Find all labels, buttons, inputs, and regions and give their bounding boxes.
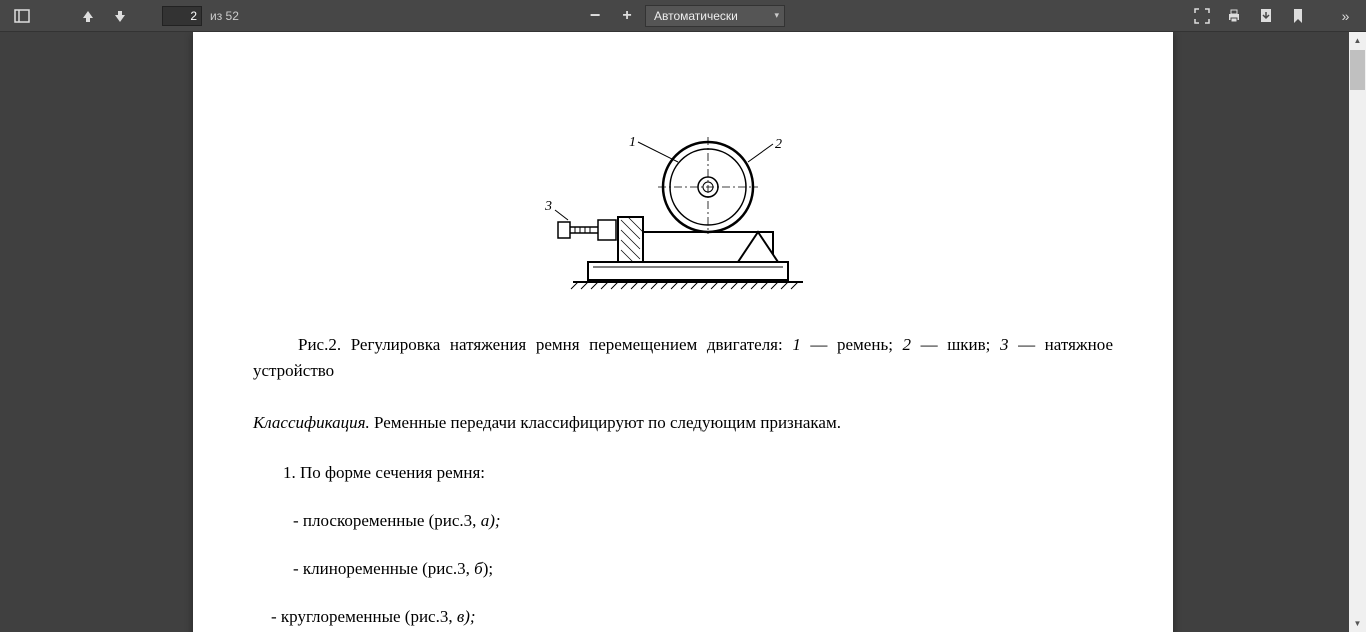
plus-icon: +: [622, 7, 631, 25]
arrow-up-icon: [81, 9, 95, 23]
sub-item-2: - клиноременные (рис.3, б);: [293, 559, 1113, 579]
caption-text-2: — шкив;: [911, 335, 1000, 354]
zoom-select-wrapper: Автоматически ▾: [645, 5, 785, 27]
list-item-1: 1. По форме сечения ремня:: [283, 463, 1113, 483]
sub2-text: - клиноременные (рис.3,: [293, 559, 474, 578]
sub3-letter: в);: [457, 607, 476, 626]
caption-num-2: 2: [903, 335, 912, 354]
toolbar-right: »: [1188, 2, 1358, 30]
sub2-letter: б: [474, 559, 483, 578]
page-total-label: из 52: [210, 9, 239, 23]
fullscreen-icon: [1194, 8, 1210, 24]
sidebar-toggle-button[interactable]: [8, 2, 36, 30]
sub1-text: - плоскоременные (рис.3,: [293, 511, 481, 530]
sub1-letter: а);: [481, 511, 501, 530]
sidebar-icon: [14, 8, 30, 24]
print-button[interactable]: [1220, 2, 1248, 30]
toolbar-left: из 52: [8, 2, 239, 30]
scroll-up-button[interactable]: ▲: [1349, 32, 1366, 49]
classification-label: Классификация.: [253, 413, 370, 432]
print-icon: [1226, 8, 1242, 24]
zoom-select[interactable]: Автоматически: [645, 5, 785, 27]
scroll-down-button[interactable]: ▼: [1349, 615, 1366, 632]
sub-item-3: - круглоременные (рис.3, в);: [271, 607, 1113, 627]
more-tools-button[interactable]: »: [1330, 2, 1358, 30]
chevron-right-icon: »: [1342, 8, 1347, 24]
arrow-down-icon: [113, 9, 127, 23]
figure-label-2: 2: [775, 137, 782, 152]
zoom-out-button[interactable]: −: [581, 2, 609, 30]
pdf-viewer[interactable]: 1 2 3 Рис.2. Регулировка натяжения ремня…: [0, 32, 1366, 632]
vertical-scrollbar[interactable]: ▲ ▼: [1349, 32, 1366, 632]
figure-label-1: 1: [629, 135, 636, 150]
toolbar-center: − + Автоматически ▾: [581, 2, 785, 30]
pdf-page: 1 2 3 Рис.2. Регулировка натяжения ремня…: [193, 32, 1173, 632]
page-number-input[interactable]: [162, 6, 202, 26]
fullscreen-button[interactable]: [1188, 2, 1216, 30]
minus-icon: −: [590, 5, 601, 26]
bookmark-button[interactable]: [1284, 2, 1312, 30]
bookmark-icon: [1291, 8, 1305, 24]
caption-text-1: — ремень;: [801, 335, 903, 354]
technical-figure: 1 2 3: [543, 132, 823, 302]
figure-label-3: 3: [544, 199, 552, 214]
download-button[interactable]: [1252, 2, 1280, 30]
page-up-button[interactable]: [74, 2, 102, 30]
figure-caption: Рис.2. Регулировка натяжения ремня перем…: [253, 332, 1113, 383]
caption-prefix: Рис.2. Регулировка натяжения ремня перем…: [298, 335, 792, 354]
download-icon: [1258, 8, 1274, 24]
classification-text: Ременные передачи классифицируют по след…: [370, 413, 841, 432]
classification-line: Классификация. Ременные передачи классиф…: [253, 413, 1113, 433]
sub2-end: );: [483, 559, 493, 578]
sub-item-1: - плоскоременные (рис.3, а);: [293, 511, 1113, 531]
pdf-toolbar: из 52 − + Автоматически ▾ »: [0, 0, 1366, 32]
sub3-text: - круглоременные (рис.3,: [271, 607, 457, 626]
scrollbar-thumb[interactable]: [1350, 50, 1365, 90]
zoom-in-button[interactable]: +: [613, 2, 641, 30]
caption-num-1: 1: [792, 335, 801, 354]
page-down-button[interactable]: [106, 2, 134, 30]
figure-container: 1 2 3: [253, 132, 1113, 302]
